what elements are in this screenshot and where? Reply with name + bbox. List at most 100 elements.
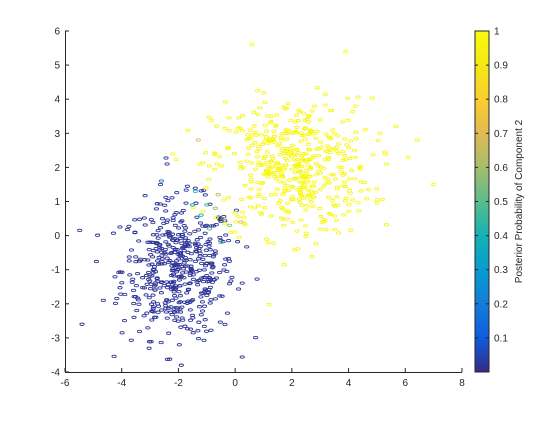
data-point — [222, 222, 228, 226]
data-point — [258, 133, 264, 137]
data-point — [329, 108, 335, 113]
data-point — [215, 193, 221, 197]
data-point — [192, 242, 199, 247]
data-point — [310, 204, 316, 209]
data-point — [290, 195, 296, 199]
data-point — [208, 328, 214, 332]
data-point — [251, 124, 257, 128]
data-point — [303, 224, 309, 228]
data-point — [164, 298, 170, 302]
data-point — [281, 105, 287, 109]
data-point — [137, 257, 144, 261]
data-point — [265, 141, 271, 145]
data-point — [247, 205, 253, 209]
data-point — [161, 283, 167, 288]
data-point — [299, 153, 305, 158]
data-point — [235, 126, 241, 130]
data-point — [294, 125, 300, 130]
data-point — [296, 110, 303, 114]
data-point — [173, 240, 179, 245]
data-point — [284, 131, 290, 136]
data-point — [176, 343, 182, 347]
data-point — [345, 118, 351, 122]
data-point — [170, 267, 176, 271]
data-point — [317, 118, 323, 122]
data-point — [217, 235, 223, 240]
data-point — [184, 291, 190, 295]
data-point — [256, 160, 262, 164]
data-point — [244, 159, 250, 163]
data-point — [254, 155, 261, 159]
data-point — [100, 298, 106, 303]
data-point — [384, 162, 390, 166]
data-point — [168, 305, 174, 309]
data-point — [196, 305, 202, 309]
data-point — [207, 237, 213, 241]
data-point — [203, 288, 209, 292]
data-point — [232, 211, 238, 215]
y-ticks: -4 -3 -2 -1 0 1 2 3 4 5 6 — [51, 27, 69, 379]
data-point — [179, 232, 185, 237]
data-point — [198, 189, 204, 193]
data-point — [248, 173, 254, 177]
data-point — [141, 314, 147, 318]
data-point — [201, 324, 207, 329]
data-point — [212, 167, 218, 172]
data-point — [302, 126, 308, 130]
data-point — [276, 168, 282, 173]
data-point — [297, 192, 303, 197]
data-point — [336, 142, 342, 146]
data-point — [313, 190, 319, 195]
data-point — [188, 318, 194, 322]
data-point — [235, 215, 241, 219]
data-point — [209, 271, 215, 275]
data-point — [334, 185, 341, 189]
data-point — [338, 169, 344, 173]
data-point — [163, 303, 169, 308]
data-point — [213, 215, 219, 220]
data-point — [182, 282, 188, 286]
data-point — [327, 150, 333, 155]
data-point — [176, 251, 182, 255]
data-point — [159, 257, 165, 261]
data-point — [328, 173, 335, 177]
data-point — [212, 252, 218, 256]
data-point — [147, 286, 153, 291]
data-point — [122, 292, 128, 297]
data-point — [343, 49, 349, 54]
data-point — [274, 144, 281, 148]
data-point — [190, 206, 196, 210]
data-point — [351, 149, 357, 153]
data-point — [258, 181, 264, 186]
data-point — [350, 110, 356, 114]
data-point — [121, 318, 128, 323]
colorbar-tick-label: 0.2 — [494, 299, 508, 310]
data-point — [303, 171, 309, 175]
data-point — [293, 113, 299, 117]
data-point — [188, 251, 194, 256]
data-point — [147, 240, 153, 244]
data-point — [214, 124, 220, 128]
data-point — [194, 215, 200, 219]
data-point — [248, 180, 254, 184]
data-point — [263, 135, 269, 139]
data-point — [238, 166, 244, 171]
data-point — [166, 331, 172, 335]
data-point — [165, 282, 171, 287]
y-tick-label: -3 — [51, 333, 60, 344]
data-point — [285, 101, 291, 106]
data-point — [289, 143, 296, 148]
data-point — [346, 203, 352, 207]
data-point — [291, 158, 298, 162]
data-point — [265, 175, 271, 179]
data-point — [297, 186, 303, 190]
data-point — [209, 262, 215, 267]
data-point — [188, 264, 194, 268]
data-point — [211, 278, 217, 282]
data-point — [117, 286, 123, 290]
data-point — [218, 240, 224, 245]
data-point — [306, 114, 312, 118]
data-point — [166, 260, 172, 264]
data-point — [309, 109, 315, 113]
x-tick-label: -2 — [174, 378, 183, 389]
